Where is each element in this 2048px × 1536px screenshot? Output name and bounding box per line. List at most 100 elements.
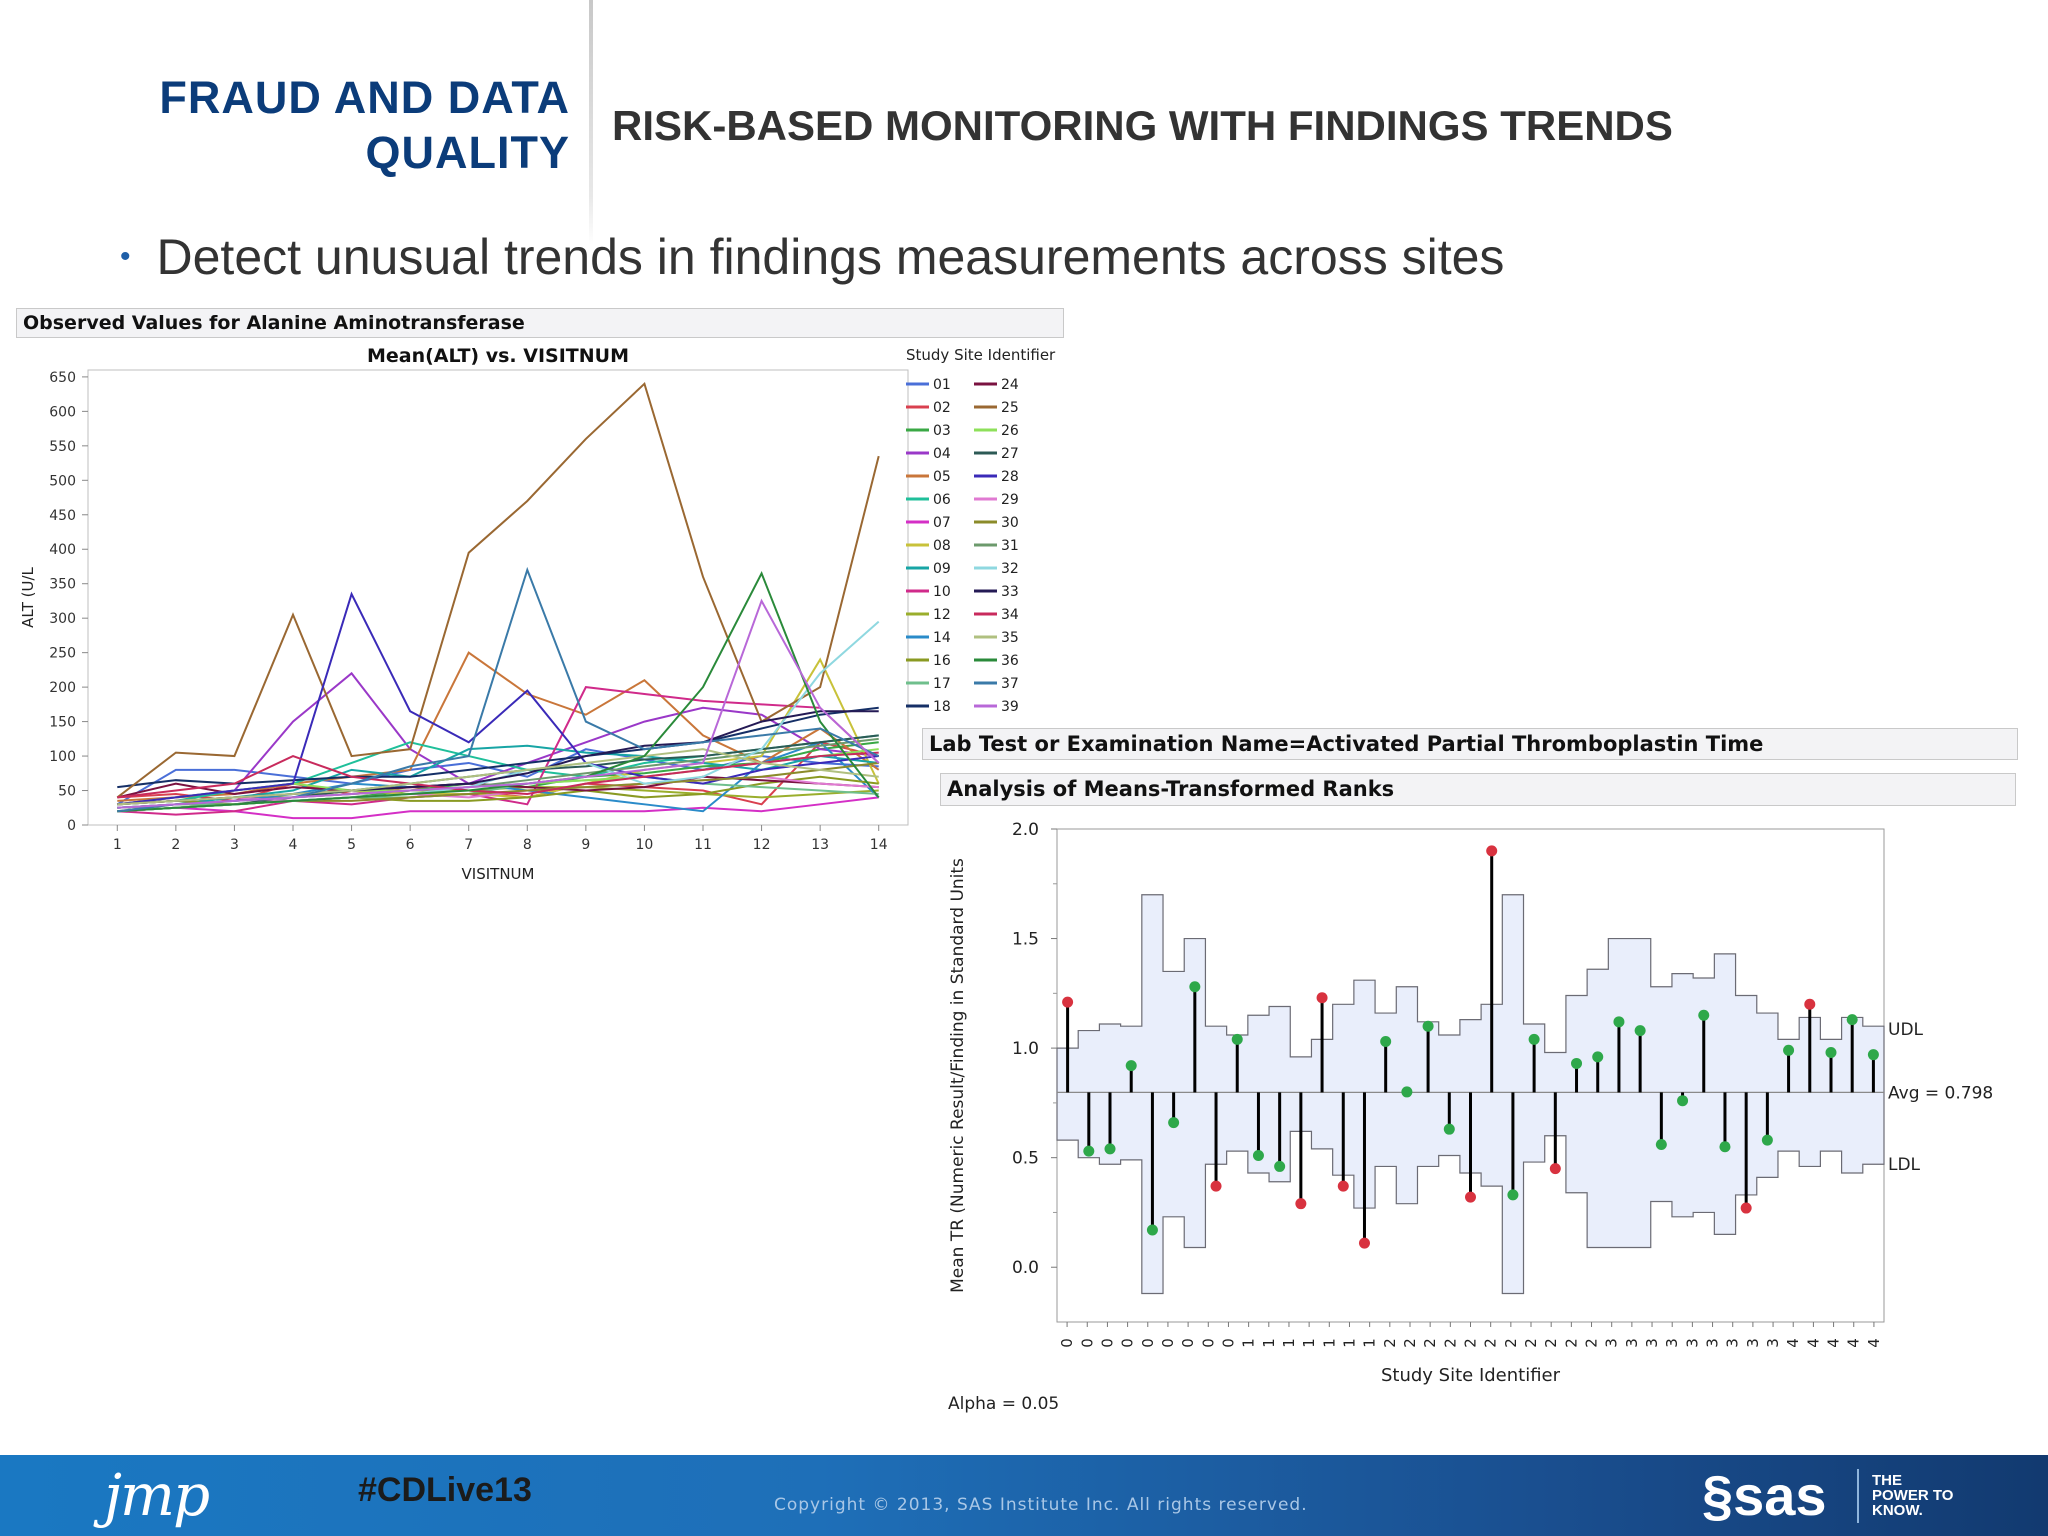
y-axis-label: ALT (U/L — [19, 566, 37, 627]
x-tick-label: 0 — [1058, 1338, 1076, 1348]
x-tick-label: 3 — [1704, 1338, 1722, 1348]
legend-label: 01 — [933, 377, 951, 393]
x-tick-label: 0 — [1119, 1338, 1137, 1348]
series-line-34 — [117, 751, 879, 799]
legend-label: 30 — [1001, 515, 1019, 531]
x-tick-label: 3 — [1663, 1338, 1681, 1348]
y-tick-label: 2.0 — [1012, 820, 1039, 840]
mean-point — [1231, 1033, 1243, 1045]
x-tick-label: 2 — [1482, 1338, 1500, 1348]
mean-point — [1125, 1060, 1137, 1072]
legend-label: 06 — [933, 492, 951, 508]
mean-point — [1846, 1014, 1858, 1026]
section-title: FRAUD AND DATA QUALITY — [159, 72, 570, 178]
mean-point — [1804, 998, 1816, 1010]
legend-label: 32 — [1001, 561, 1019, 577]
x-tick-label: 6 — [406, 837, 415, 853]
x-tick-label: 1 — [113, 837, 122, 853]
x-tick-label: 7 — [464, 837, 473, 853]
y-tick-label: 150 — [49, 715, 76, 731]
legend-label: 09 — [933, 561, 951, 577]
y-tick-label: 1.0 — [1012, 1039, 1039, 1059]
mean-point — [1401, 1086, 1413, 1098]
legend-label: 05 — [933, 469, 951, 485]
series-line-25 — [116, 381, 880, 799]
bullet-marker: • — [120, 239, 131, 273]
legend-label: 12 — [933, 607, 951, 623]
page-title: RISK-BASED MONITORING WITH FINDINGS TREN… — [612, 102, 1673, 149]
mean-point — [1613, 1016, 1625, 1028]
legend-label: 31 — [1001, 538, 1019, 554]
x-tick-label: 2 — [1542, 1338, 1560, 1348]
x-tick-label: 11 — [694, 837, 712, 853]
x-axis-label: VISITNUM — [462, 865, 535, 883]
mean-point — [1295, 1198, 1307, 1210]
series-line-39 — [117, 598, 880, 809]
footer-bar: jmp #CDLive13 Copyright © 2013, SAS Inst… — [0, 1455, 2048, 1536]
legend-label: 39 — [1001, 699, 1019, 715]
mean-point — [1358, 1237, 1370, 1249]
chart-title: Mean(ALT) vs. VISITNUM — [367, 345, 629, 367]
mean-point — [1337, 1180, 1349, 1192]
y-tick-label: 0 — [67, 818, 76, 834]
mean-point — [1549, 1163, 1561, 1175]
mean-point — [1062, 996, 1074, 1008]
y-tick-label: 300 — [49, 611, 76, 627]
legend-label: 36 — [1001, 653, 1019, 669]
mean-point — [1083, 1145, 1095, 1157]
x-tick-label: 2 — [1381, 1338, 1399, 1348]
title-divider — [589, 0, 593, 245]
series-line-07 — [117, 796, 879, 820]
mean-point — [1740, 1202, 1752, 1214]
bullet-point: • Detect unusual trends in findings measu… — [120, 228, 1504, 286]
x-tick-label: 4 — [1804, 1338, 1822, 1348]
y-tick-label: 650 — [49, 370, 76, 386]
x-tick-label: 0 — [1219, 1338, 1237, 1348]
x-tick-label: 0 — [1098, 1338, 1116, 1348]
sas-tagline: THE POWER TO KNOW. — [1872, 1472, 1954, 1519]
legend-title: Study Site Identifier — [906, 346, 1056, 364]
bullet-text: Detect unusual trends in findings measur… — [156, 229, 1505, 285]
series-line-28 — [117, 591, 879, 806]
y-tick-label: 250 — [49, 646, 76, 662]
mean-point — [1592, 1051, 1604, 1063]
y-tick-label: 600 — [49, 404, 76, 420]
right-panel-header: Lab Test or Examination Name=Activated P… — [922, 728, 2018, 760]
mean-point — [1486, 845, 1498, 857]
legend-label: 16 — [933, 653, 951, 669]
x-tick-label: 2 — [1462, 1338, 1480, 1348]
legend-label: 02 — [933, 400, 951, 416]
left-panel-header: Observed Values for Alanine Aminotransfe… — [16, 308, 1064, 338]
x-tick-label: 1 — [1300, 1338, 1318, 1348]
x-tick-label: 3 — [1764, 1338, 1782, 1348]
x-tick-label: 2 — [1401, 1338, 1419, 1348]
right-panel-subheader: Analysis of Means-Transformed Ranks — [940, 773, 2016, 806]
mean-point — [1571, 1057, 1583, 1069]
alt-line-chart: Mean(ALT) vs. VISITNUM050100150200250300… — [19, 345, 1056, 883]
mean-point — [1210, 1180, 1222, 1192]
mean-point — [1783, 1044, 1795, 1056]
ldl-label: LDL — [1888, 1155, 1921, 1175]
x-tick-label: 1 — [1361, 1338, 1379, 1348]
x-tick-label: 3 — [1643, 1338, 1661, 1348]
x-tick-label: 2 — [1562, 1338, 1580, 1348]
mean-point — [1677, 1095, 1689, 1107]
x-tick-label: 2 — [1421, 1338, 1439, 1348]
mean-point — [1443, 1123, 1455, 1135]
x-tick-label: 1 — [1240, 1338, 1258, 1348]
mean-point — [1655, 1139, 1667, 1151]
x-tick-label: 2 — [1441, 1338, 1459, 1348]
mean-point — [1825, 1046, 1837, 1058]
legend-label: 10 — [933, 584, 951, 600]
y-tick-label: 550 — [49, 439, 76, 455]
mean-point — [1867, 1049, 1879, 1061]
legend-label: 18 — [933, 699, 951, 715]
legend-label: 29 — [1001, 492, 1019, 508]
legend-label: 33 — [1001, 584, 1019, 600]
anom-chart: 0.00.51.01.52.00 0 0 0 0 0 0 0 0 1 1 1 1 1 1 1 2 2 2 2 2 2 2 2 2… — [948, 820, 1993, 1414]
x-tick-label: 0 — [1078, 1338, 1096, 1348]
legend-label: 24 — [1001, 377, 1019, 393]
x-tick-label: 0 — [1139, 1338, 1157, 1348]
mean-point — [1104, 1143, 1116, 1155]
mean-point — [1422, 1020, 1434, 1032]
